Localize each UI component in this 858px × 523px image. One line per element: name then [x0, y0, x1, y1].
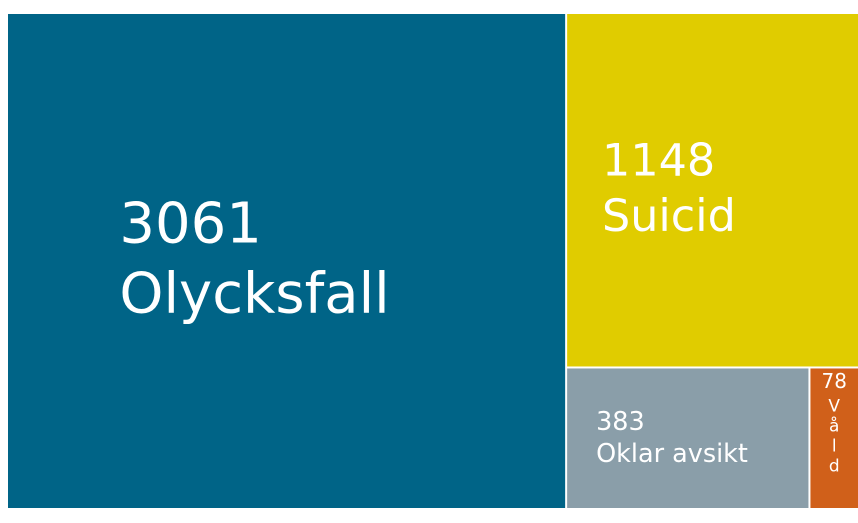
tile-value: 1148	[602, 136, 715, 187]
tile	[567, 368, 809, 508]
tile-value: 78	[822, 369, 847, 393]
tile-label: Olycksfall	[119, 262, 389, 327]
tile-label: Oklar avsikt	[596, 439, 748, 469]
tile-label: Våld	[824, 396, 844, 476]
tile-label: Suicid	[602, 191, 736, 242]
tile-value: 383	[596, 407, 645, 437]
tile	[567, 14, 858, 367]
tile-value: 3061	[119, 192, 262, 257]
tile	[810, 368, 858, 508]
tile	[8, 14, 566, 508]
